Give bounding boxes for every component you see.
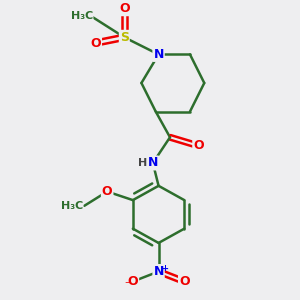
Text: N: N bbox=[153, 265, 164, 278]
Text: ⁻: ⁻ bbox=[124, 280, 129, 290]
Text: O: O bbox=[128, 275, 138, 288]
Text: H: H bbox=[138, 158, 148, 168]
Text: N: N bbox=[148, 157, 158, 169]
Text: O: O bbox=[90, 37, 101, 50]
Text: H₃C: H₃C bbox=[70, 11, 93, 21]
Text: O: O bbox=[193, 139, 204, 152]
Text: O: O bbox=[179, 275, 190, 288]
Text: +: + bbox=[161, 264, 168, 273]
Text: O: O bbox=[102, 185, 112, 198]
Text: N: N bbox=[153, 48, 164, 61]
Text: H₃C: H₃C bbox=[61, 201, 83, 211]
Text: O: O bbox=[119, 2, 130, 15]
Text: S: S bbox=[120, 31, 129, 44]
